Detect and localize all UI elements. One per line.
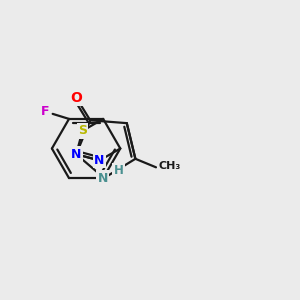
Text: S: S: [78, 124, 87, 137]
Text: F: F: [40, 105, 49, 118]
Text: CH₃: CH₃: [158, 161, 181, 171]
Text: N: N: [94, 154, 105, 167]
Text: H: H: [113, 164, 123, 177]
Text: O: O: [70, 91, 83, 105]
Text: N: N: [98, 172, 108, 184]
Text: N: N: [71, 148, 81, 161]
